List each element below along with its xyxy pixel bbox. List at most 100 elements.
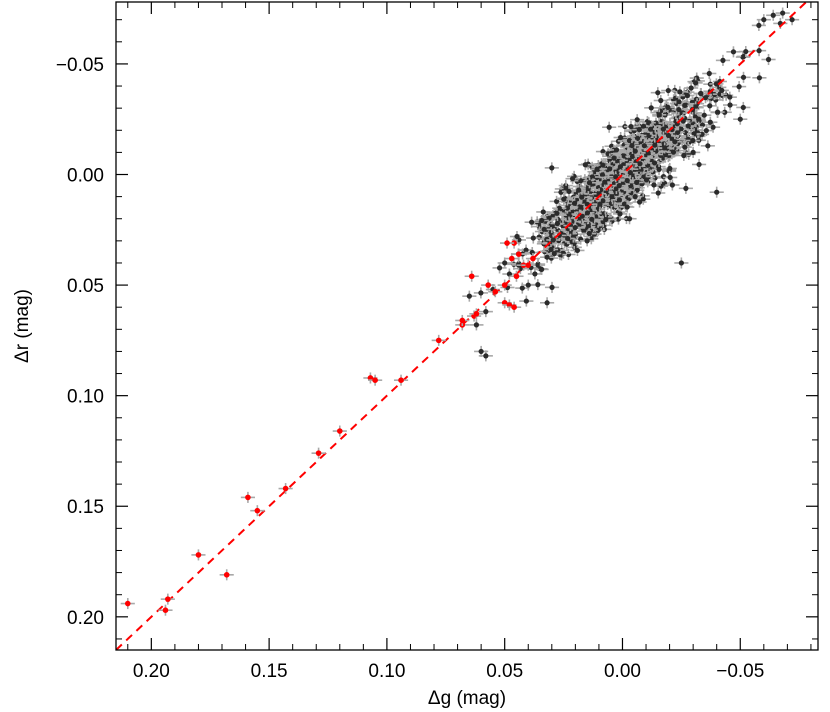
outlier-point: [473, 311, 480, 317]
data-point: [618, 134, 624, 141]
outlier-point: [506, 302, 513, 308]
data-point: [789, 17, 795, 23]
data-point: [600, 148, 606, 155]
data-point: [496, 265, 503, 271]
data-point: [693, 80, 699, 86]
outlier-point: [525, 262, 532, 268]
data-point: [550, 237, 556, 243]
data-point: [634, 179, 640, 186]
outlier-point: [513, 273, 520, 280]
data-point: [483, 309, 489, 315]
data-point: [546, 215, 552, 221]
data-point: [626, 216, 633, 222]
data-point: [636, 199, 643, 205]
outlier-point: [485, 282, 492, 288]
data-point: [740, 74, 747, 80]
outlier-point: [459, 317, 466, 324]
data-point: [651, 182, 657, 188]
data-point: [701, 112, 707, 118]
data-point: [682, 102, 688, 108]
data-point: [641, 143, 647, 149]
data-point: [574, 247, 581, 254]
data-point: [636, 127, 642, 133]
data-point: [478, 290, 484, 296]
data-point: [736, 84, 742, 90]
data-point: [532, 271, 538, 277]
data-point: [616, 183, 622, 189]
data-point: [637, 161, 643, 167]
x-tick-label: 0.05: [486, 661, 523, 682]
data-point: [665, 87, 671, 94]
data-point: [606, 124, 612, 130]
data-point: [756, 75, 763, 81]
data-point: [549, 284, 555, 290]
data-point: [740, 104, 746, 111]
outlier-point: [367, 375, 374, 381]
data-point: [713, 81, 719, 87]
data-point: [719, 87, 725, 93]
data-point: [523, 298, 529, 304]
y-tick-label: 0.05: [67, 276, 104, 297]
data-point: [655, 90, 661, 96]
data-point: [677, 89, 683, 95]
data-point: [554, 198, 560, 204]
data-point: [578, 204, 584, 210]
data-point: [603, 216, 609, 223]
data-point: [551, 251, 557, 257]
outlier-point: [511, 304, 517, 311]
data-point: [756, 48, 762, 54]
data-point: [684, 92, 691, 99]
data-point: [600, 198, 606, 204]
outlier-point: [336, 428, 343, 434]
data-point: [667, 165, 673, 172]
outlier-point: [468, 273, 475, 280]
data-point: [681, 152, 687, 159]
data-point: [569, 176, 576, 182]
data-point: [544, 254, 550, 260]
data-point: [665, 104, 671, 110]
data-point: [629, 153, 636, 160]
data-point: [473, 322, 480, 328]
data-point: [667, 174, 673, 181]
data-point: [576, 187, 582, 193]
data-point: [549, 165, 555, 171]
data-point: [579, 213, 585, 219]
outlier-point: [530, 255, 536, 262]
data-point: [609, 194, 615, 200]
outlier-point: [435, 337, 442, 344]
outlier-point: [516, 251, 522, 257]
data-point: [698, 90, 704, 97]
y-tick-label: 0.15: [67, 497, 104, 518]
data-point: [640, 196, 646, 202]
y-tick-label: 0.10: [67, 387, 104, 408]
data-point: [578, 178, 584, 184]
data-point: [529, 219, 535, 225]
x-tick-label: 0.00: [604, 661, 641, 682]
data-point: [616, 197, 623, 203]
data-point: [544, 300, 550, 306]
data-point: [613, 174, 619, 180]
data-point: [627, 170, 633, 176]
data-point: [670, 149, 677, 155]
data-point: [652, 142, 658, 148]
y-tick-label: 0.00: [67, 166, 104, 187]
data-point: [685, 123, 691, 129]
axes-box: [115, 1, 819, 651]
outlier-point: [315, 450, 322, 456]
data-point: [658, 97, 664, 104]
x-axis-label: Δg (mag): [428, 688, 506, 709]
data-point: [655, 190, 661, 196]
data-point: [502, 260, 508, 266]
data-point: [675, 129, 681, 136]
data-point: [683, 185, 689, 191]
data-point: [581, 228, 587, 234]
data-point: [584, 210, 591, 216]
outlier-point: [195, 552, 202, 558]
data-point: [554, 210, 560, 216]
data-point: [707, 119, 713, 125]
outlier-point: [492, 288, 499, 295]
data-point: [594, 166, 600, 172]
data-point: [632, 194, 638, 200]
data-point: [535, 262, 541, 268]
outlier-point: [398, 377, 404, 383]
